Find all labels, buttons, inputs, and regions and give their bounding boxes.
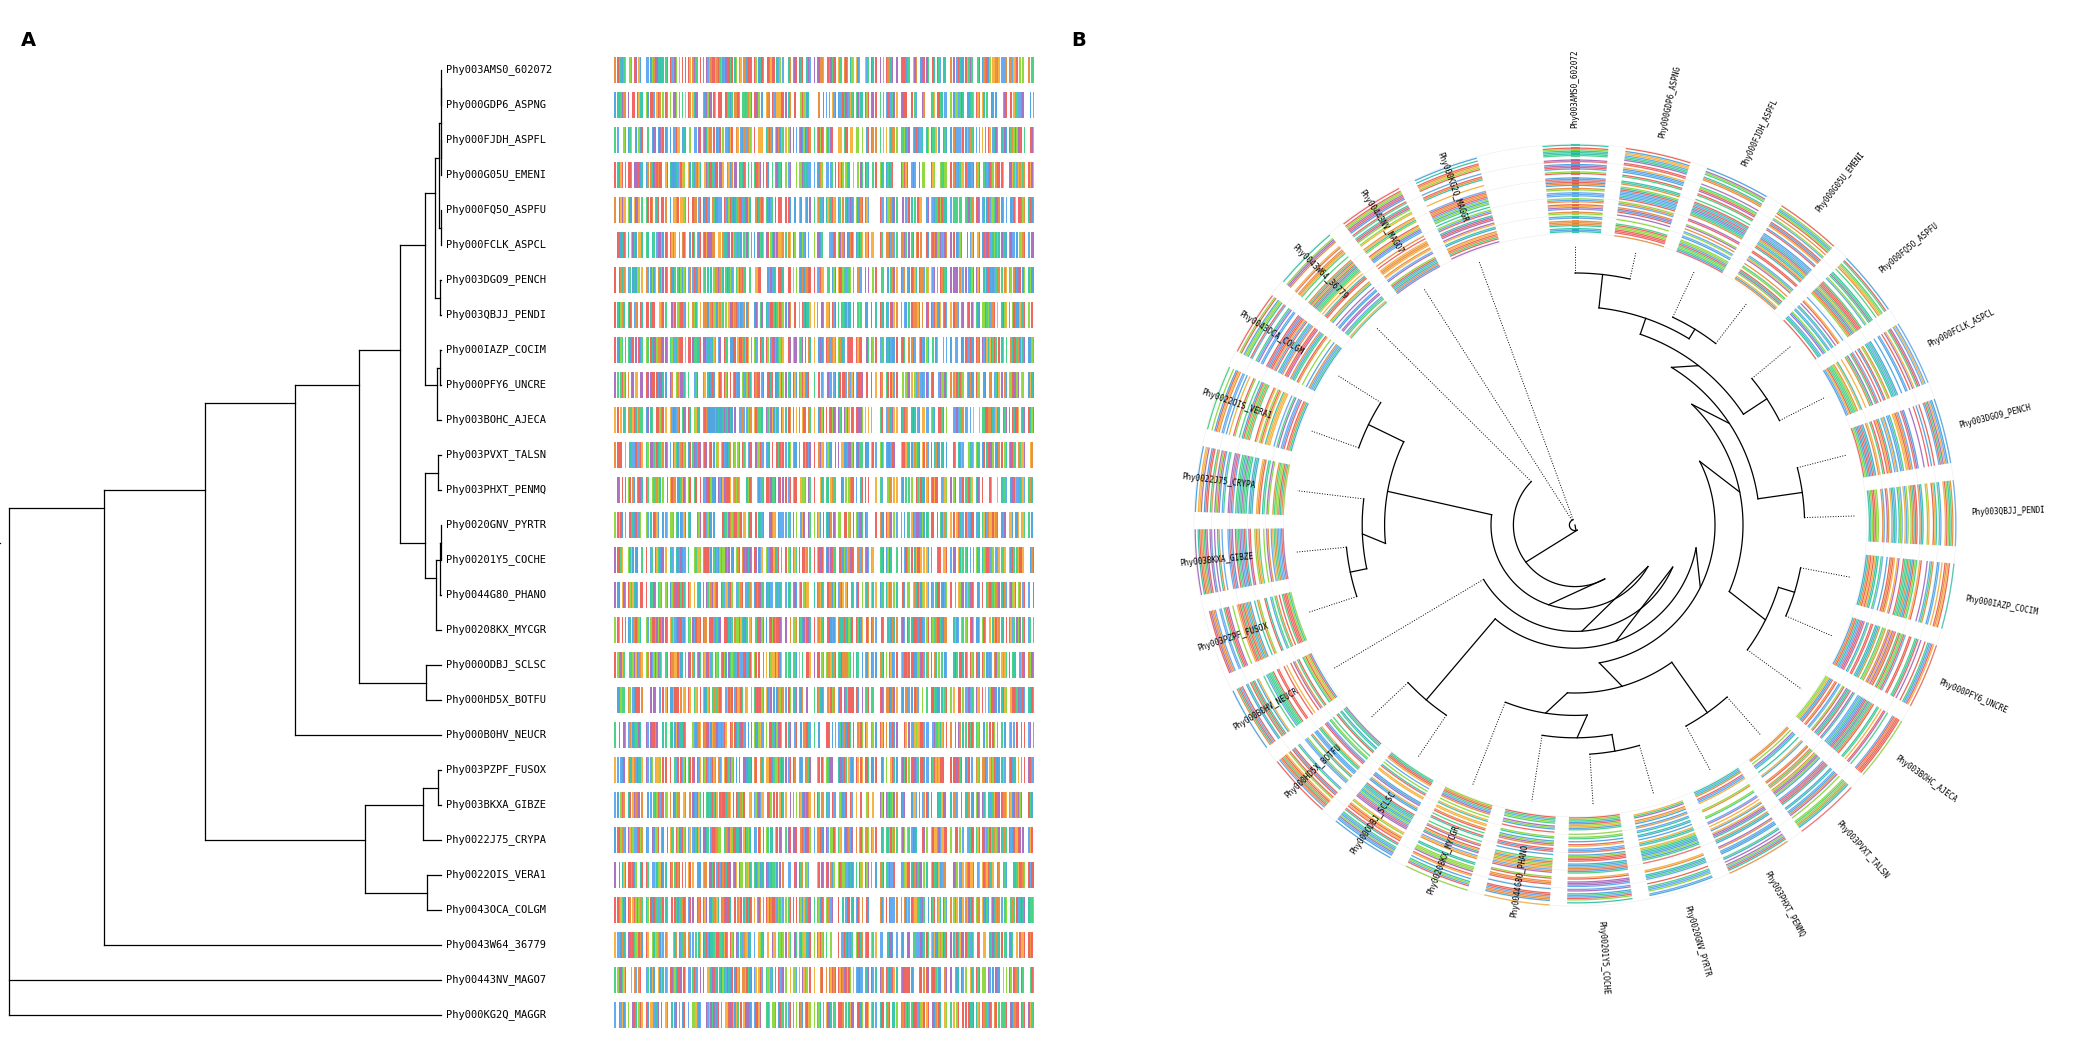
Text: Phy000KG2Q_MAGGR: Phy000KG2Q_MAGGR [445, 1009, 546, 1021]
Text: Phy003PHXT_PENMQ: Phy003PHXT_PENMQ [445, 484, 546, 496]
Text: Phy000FCLK_ASPCL: Phy000FCLK_ASPCL [1926, 307, 1997, 349]
Text: Phy003DGO9_PENCH: Phy003DGO9_PENCH [445, 274, 546, 286]
Text: Phy000G05U_EMENI: Phy000G05U_EMENI [445, 169, 546, 181]
Text: Phy00201Y5_COCHE: Phy00201Y5_COCHE [1596, 921, 1611, 995]
Text: Phy000B0HV_NEUCR: Phy000B0HV_NEUCR [1233, 686, 1300, 732]
Text: Phy000GDP6_ASPNG: Phy000GDP6_ASPNG [445, 100, 546, 110]
Text: Phy003QBJJ_PENDI: Phy003QBJJ_PENDI [445, 310, 546, 320]
Text: Phy000B0HV_NEUCR: Phy000B0HV_NEUCR [445, 730, 546, 740]
Text: Phy0043W64_36779: Phy0043W64_36779 [1289, 243, 1350, 300]
Text: Phy003BKXA_GIBZE: Phy003BKXA_GIBZE [445, 799, 546, 811]
Text: Phy003PZPF_FUSOX: Phy003PZPF_FUSOX [445, 764, 546, 776]
Text: Phy000PFY6_UNCRE: Phy000PFY6_UNCRE [1938, 678, 2010, 715]
Text: Phy000HD5X_BOTFU: Phy000HD5X_BOTFU [1283, 743, 1344, 800]
Text: Phy00208KX_MYCGR: Phy00208KX_MYCGR [445, 625, 546, 635]
Text: Phy0044G80_PHANO: Phy0044G80_PHANO [1510, 843, 1529, 918]
Text: Phy00443NV_MAGO7: Phy00443NV_MAGO7 [1357, 188, 1405, 255]
Text: Phy003PHXT_PENMQ: Phy003PHXT_PENMQ [1762, 870, 1806, 940]
Text: A: A [21, 32, 36, 50]
Text: Phy003PVXT_TALSN: Phy003PVXT_TALSN [1835, 819, 1890, 881]
Text: Phy0022J75_CRYPA: Phy0022J75_CRYPA [445, 835, 546, 845]
Text: Phy000GDP6_ASPNG: Phy000GDP6_ASPNG [1657, 65, 1682, 139]
Text: Phy003PZPF_FUSOX: Phy003PZPF_FUSOX [1197, 622, 1270, 653]
Text: Phy000IAZP_COCIM: Phy000IAZP_COCIM [445, 344, 546, 356]
Text: Phy0022OIS_VERA1: Phy0022OIS_VERA1 [1199, 387, 1273, 421]
Text: Phy003QBJJ_PENDI: Phy003QBJJ_PENDI [1972, 505, 2045, 517]
Text: Phy0043OCA_COLGM: Phy0043OCA_COLGM [1237, 310, 1304, 357]
Text: Phy0020GNV_PYRTR: Phy0020GNV_PYRTR [445, 520, 546, 530]
Text: Phy000ODBJ_SCLSC: Phy000ODBJ_SCLSC [445, 659, 546, 671]
Text: Phy000FCLK_ASPCL: Phy000FCLK_ASPCL [445, 239, 546, 251]
Text: Phy0043OCA_COLGM: Phy0043OCA_COLGM [445, 904, 546, 916]
Text: Phy00201Y5_COCHE: Phy00201Y5_COCHE [445, 554, 546, 566]
Text: Phy000IAZP_COCIM: Phy000IAZP_COCIM [1964, 594, 2039, 617]
Text: B: B [1071, 32, 1086, 50]
Text: Phy0022J75_CRYPA: Phy0022J75_CRYPA [1180, 471, 1256, 490]
Text: Phy003BKXA_GIBZE: Phy003BKXA_GIBZE [1180, 551, 1254, 568]
Text: Phy000FJDH_ASPFL: Phy000FJDH_ASPFL [445, 134, 546, 146]
Text: Phy003DGO9_PENCH: Phy003DGO9_PENCH [1957, 403, 2033, 430]
Text: Phy000FQ5O_ASPFU: Phy000FQ5O_ASPFU [1877, 222, 1940, 275]
Text: Phy000HD5X_BOTFU: Phy000HD5X_BOTFU [445, 694, 546, 706]
Text: Phy000G05U_EMENI: Phy000G05U_EMENI [1814, 150, 1867, 214]
Text: Phy0022OIS_VERA1: Phy0022OIS_VERA1 [445, 869, 546, 881]
Text: Phy003AMS0_602072: Phy003AMS0_602072 [1571, 49, 1579, 128]
Text: Phy00208KX_MYCGR: Phy00208KX_MYCGR [1426, 823, 1462, 896]
Text: Phy000PFY6_UNCRE: Phy000PFY6_UNCRE [445, 379, 546, 391]
Text: Phy0044G80_PHANO: Phy0044G80_PHANO [445, 589, 546, 601]
Text: Phy000FQ5O_ASPFU: Phy000FQ5O_ASPFU [445, 205, 546, 215]
Text: Phy003PVXT_TALSN: Phy003PVXT_TALSN [445, 449, 546, 461]
Text: Phy000ODBJ_SCLSC: Phy000ODBJ_SCLSC [1348, 790, 1399, 856]
Text: Phy003BOHC_AJECA: Phy003BOHC_AJECA [445, 415, 546, 425]
Text: Phy000FJDH_ASPFL: Phy000FJDH_ASPFL [1739, 98, 1779, 168]
Text: Phy0020GNV_PYRTR: Phy0020GNV_PYRTR [1682, 904, 1712, 978]
Text: Phy003AMS0_602072: Phy003AMS0_602072 [445, 64, 552, 76]
Text: Phy003BOHC_AJECA: Phy003BOHC_AJECA [1894, 754, 1959, 804]
Text: Phy00443NV_MAGO7: Phy00443NV_MAGO7 [445, 974, 546, 986]
Text: Phy000KG2Q_MAGGR: Phy000KG2Q_MAGGR [1434, 151, 1468, 224]
Text: Phy0043W64_36779: Phy0043W64_36779 [445, 940, 546, 950]
